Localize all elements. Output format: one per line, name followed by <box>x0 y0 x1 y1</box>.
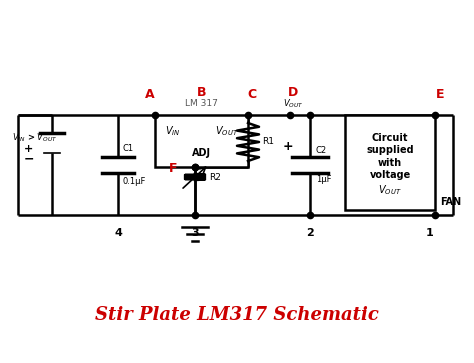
Text: $V_{IN}$: $V_{IN}$ <box>165 124 181 138</box>
Text: Circuit
supplied
with
voltage
$V_{OUT}$: Circuit supplied with voltage $V_{OUT}$ <box>366 133 414 197</box>
Text: 1μF: 1μF <box>316 175 331 184</box>
Text: B: B <box>197 86 206 99</box>
Text: 3: 3 <box>191 228 199 238</box>
Text: C2: C2 <box>316 146 327 155</box>
Text: 2: 2 <box>306 228 314 238</box>
Bar <box>155 115 248 167</box>
Text: +: + <box>24 144 33 154</box>
Text: LM 317: LM 317 <box>185 98 218 107</box>
Text: C1: C1 <box>123 144 134 153</box>
Text: R1: R1 <box>262 136 274 146</box>
Text: 4: 4 <box>114 228 122 238</box>
Bar <box>345 115 435 210</box>
Text: +: + <box>283 140 293 154</box>
Text: F: F <box>169 163 177 175</box>
Text: $V_{IN}$ > $V_{OUT}$: $V_{IN}$ > $V_{OUT}$ <box>12 132 57 144</box>
Text: 0.1μF: 0.1μF <box>123 177 146 186</box>
Text: A: A <box>145 89 155 102</box>
Text: $V_{OUT}$: $V_{OUT}$ <box>283 98 303 110</box>
Text: C: C <box>247 89 256 102</box>
Text: D: D <box>288 86 298 99</box>
Text: −: − <box>24 152 35 166</box>
Text: R2: R2 <box>209 172 221 182</box>
Text: FAN: FAN <box>440 197 461 207</box>
Text: $V_{OUT}$: $V_{OUT}$ <box>215 124 238 138</box>
Text: ADJ: ADJ <box>192 148 211 158</box>
Text: Stir Plate LM317 Schematic: Stir Plate LM317 Schematic <box>95 306 379 324</box>
Text: 1: 1 <box>426 228 434 238</box>
Text: E: E <box>436 89 444 102</box>
